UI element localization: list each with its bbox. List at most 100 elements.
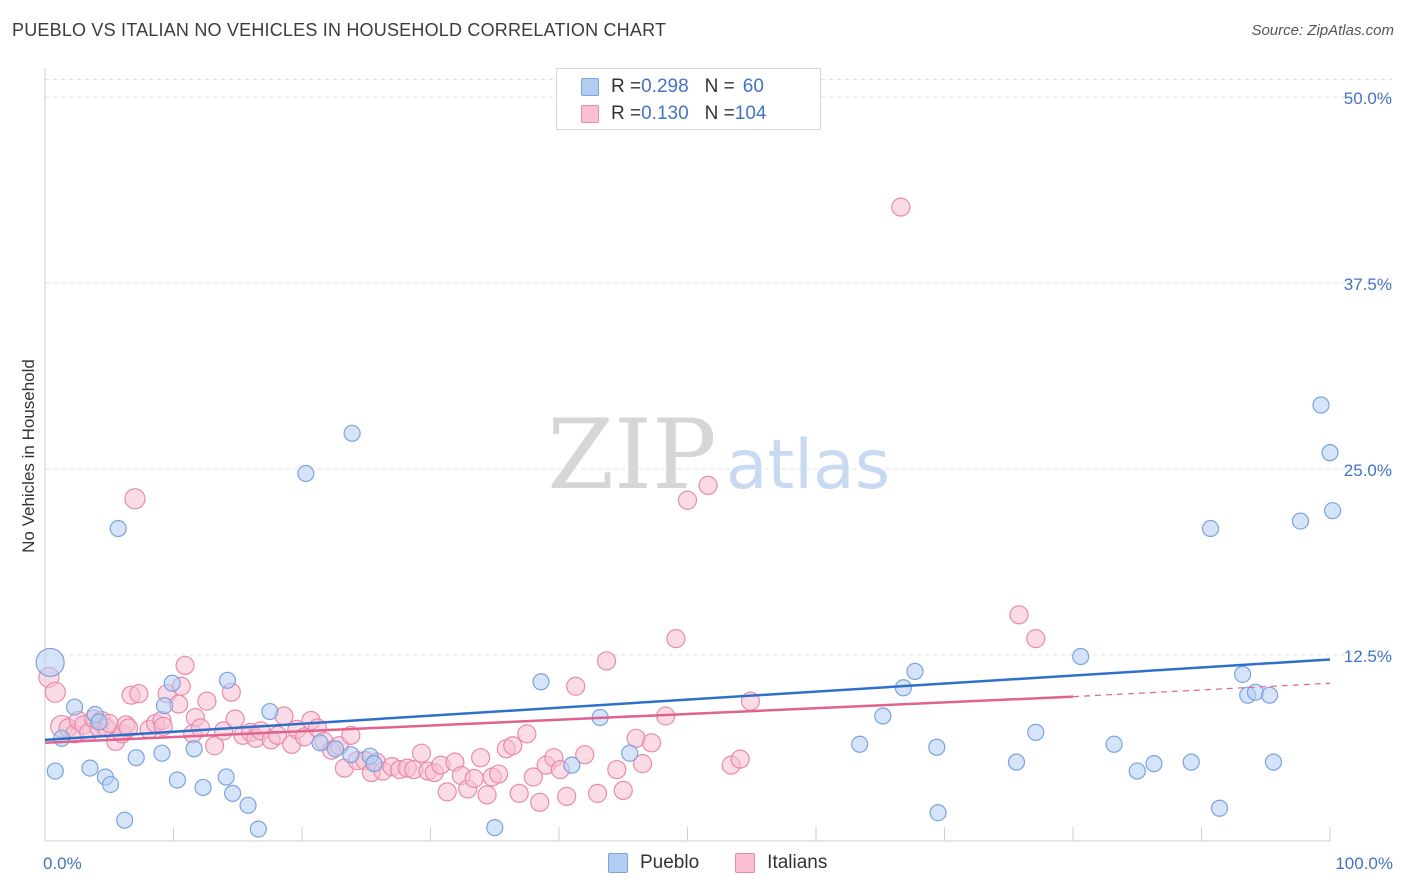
italians-point (509, 783, 529, 803)
series-legend: Pueblo Italians (608, 852, 863, 874)
italians-point (641, 733, 662, 753)
italians-swatch (581, 105, 599, 123)
r-label: R = (611, 103, 642, 124)
italians-point (190, 718, 211, 738)
pueblo-point (261, 702, 279, 721)
pueblo-point (1291, 512, 1310, 530)
italians-point (225, 709, 245, 729)
y-axis-label: No Vehicles in Household (19, 359, 38, 553)
pueblo-legend-swatch (608, 853, 628, 873)
legend-item-pueblo: Pueblo (608, 852, 699, 874)
pueblo-point (81, 759, 99, 777)
pueblo-point (153, 744, 171, 762)
pueblo-point (343, 424, 361, 442)
pueblo-point (1027, 723, 1045, 741)
italians-point (517, 724, 537, 744)
italians-point (677, 490, 698, 510)
italians-point (437, 782, 457, 802)
pueblo-point (1145, 755, 1163, 773)
pueblo-point (46, 762, 64, 780)
pueblo-point (35, 647, 65, 678)
italians-point (587, 783, 608, 803)
italians-point (471, 748, 491, 768)
y-tick-label: 37.5% (1344, 275, 1392, 294)
legend-row-pueblo: R = 0.298 N = 60 (581, 75, 764, 99)
italians-point (197, 691, 217, 711)
y-tick-label: 50.0% (1344, 89, 1392, 108)
legend-item-italians: Italians (735, 852, 827, 874)
italians-point (666, 629, 686, 649)
pueblo-point (218, 671, 237, 689)
italians-point (124, 488, 146, 510)
italians-point (1026, 629, 1046, 649)
pueblo-point (1182, 753, 1200, 771)
pueblo-point (906, 662, 924, 680)
grid-lines (45, 79, 1392, 656)
italians-point (607, 759, 627, 780)
italians-point (118, 718, 139, 738)
pueblo-point (224, 784, 242, 802)
italians-point (596, 651, 617, 671)
italians-point (891, 197, 911, 217)
chart-title: PUEBLO VS ITALIAN NO VEHICLES IN HOUSEHO… (12, 20, 667, 40)
r-value: 0.298 (641, 76, 689, 97)
n-label: N = (704, 103, 735, 124)
x-tick-label-max: 100.0% (1335, 854, 1393, 873)
pueblo-swatch (581, 78, 599, 96)
italians-point (632, 754, 653, 774)
italians-point (341, 725, 361, 745)
pueblo-point (1007, 753, 1026, 771)
pueblo-point (929, 804, 947, 822)
watermark: ZIP atlas (547, 399, 890, 511)
pueblo-point (621, 744, 639, 762)
italians-point (129, 684, 149, 704)
italians-trend-extension (1072, 682, 1331, 698)
pueblo-point (1072, 647, 1090, 666)
italians-point (575, 745, 595, 765)
pueblo-point (1312, 396, 1330, 414)
pueblo-point (532, 673, 550, 691)
pueblo-point (109, 519, 127, 538)
y-tick-label: 12.5% (1344, 647, 1392, 666)
pueblo-point (163, 674, 181, 692)
italians-point (557, 786, 577, 806)
pueblo-point (486, 819, 504, 837)
pueblo-point (1264, 753, 1283, 771)
pueblo-point (1261, 686, 1279, 704)
italians-point (489, 764, 509, 784)
trend-lines (44, 658, 1331, 745)
pueblo-point (1105, 735, 1123, 753)
axes (44, 68, 1331, 842)
n-value: 104 (734, 103, 767, 124)
italians-point (464, 768, 484, 789)
legend-label-pueblo: Pueblo (640, 852, 700, 873)
pueblo-point (1321, 444, 1339, 462)
italians-point (530, 792, 550, 812)
pueblo-point (342, 746, 360, 764)
pueblo-point (239, 796, 257, 814)
italians-point (523, 767, 543, 787)
pueblo-point (90, 713, 108, 731)
pueblo-point (365, 755, 383, 773)
italians-point (1009, 605, 1029, 625)
pueblo-point (185, 740, 203, 758)
pueblo-point (311, 734, 329, 752)
italians-point (411, 743, 432, 763)
pueblo-point (563, 756, 581, 774)
watermark-atlas: atlas (726, 426, 890, 505)
italians-point (613, 780, 633, 801)
italians-point (44, 681, 66, 703)
italians-point (698, 475, 718, 495)
pueblo-point (297, 464, 315, 483)
italians-point (205, 736, 225, 756)
source-label: Source: ZipAtlas.com (1251, 22, 1394, 39)
italians-point (566, 676, 586, 696)
pueblo-point (928, 738, 946, 756)
n-value: 60 (742, 76, 764, 97)
n-label: N = (704, 76, 735, 97)
correlation-legend: R = 0.298 N = 60 R = 0.130 N = 104 (556, 68, 821, 130)
pueblo-point (1234, 665, 1252, 683)
r-value: 0.130 (641, 103, 689, 124)
pueblo-trend-line (44, 658, 1331, 742)
